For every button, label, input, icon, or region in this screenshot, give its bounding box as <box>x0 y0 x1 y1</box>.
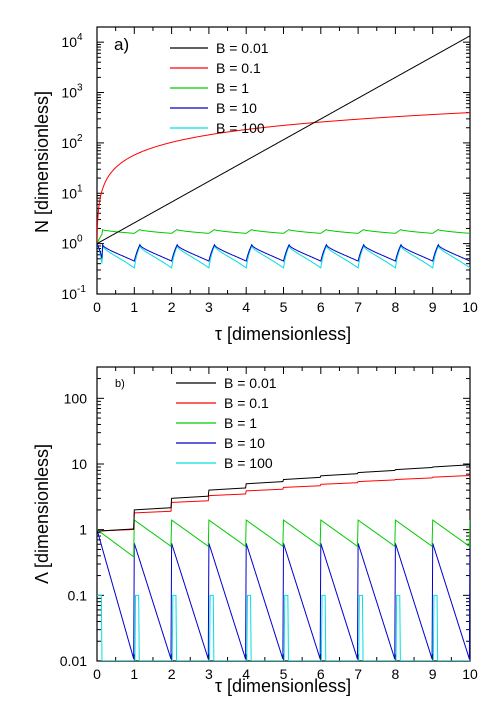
y-tick-label: 10 <box>61 34 77 50</box>
y-tick-label: 0.01 <box>60 653 87 669</box>
x-tick-label: 2 <box>168 666 176 682</box>
legend-label: B = 100 <box>216 120 265 136</box>
y-tick-exponent: 4 <box>77 32 83 43</box>
y-tick-label: 100 <box>64 390 88 406</box>
legend-label: B = 0.1 <box>224 395 269 411</box>
x-tick-label: 1 <box>130 666 138 682</box>
x-tick-label: 6 <box>317 666 325 682</box>
x-tick-label: 10 <box>462 666 478 682</box>
y-tick-label: 10 <box>71 456 87 472</box>
legend-label: B = 0.01 <box>216 40 269 56</box>
x-tick-label: 9 <box>429 299 437 315</box>
y-tick-label: 10 <box>61 286 77 302</box>
x-tick-label: 7 <box>354 666 362 682</box>
y-tick-label: 10 <box>61 236 77 252</box>
y-tick-exponent: 1 <box>77 183 83 194</box>
x-tick-label: 4 <box>242 299 250 315</box>
y-tick-label: 10 <box>61 185 77 201</box>
x-tick-label: 3 <box>205 299 213 315</box>
x-tick-label: 8 <box>392 299 400 315</box>
legend-label: B = 10 <box>216 100 257 116</box>
panel-b-y-axis-label: Λ [dimensionless] <box>32 444 52 584</box>
panel-b-legend: B = 0.01 B = 0.1 B = 1 B = 10 B = 100 <box>176 375 277 471</box>
panel-b-tag: b) <box>115 378 125 390</box>
x-tick-label: 0 <box>93 299 101 315</box>
series-line-b-100 <box>97 243 470 269</box>
y-tick-label: 1 <box>79 522 87 538</box>
x-tick-label: 5 <box>280 666 288 682</box>
legend-label: B = 0.1 <box>216 60 261 76</box>
panel-a-series <box>97 35 470 269</box>
x-tick-label: 3 <box>205 666 213 682</box>
panel-b-x-axis-label: τ [dimensionless] <box>215 676 351 696</box>
legend-label: B = 10 <box>224 435 265 451</box>
y-tick-exponent: 3 <box>77 83 83 94</box>
panel-b-ticks: 0 1 2 3 4 5 6 7 8 9 10 0.01 0.1 1 10 100 <box>60 366 478 682</box>
series-line-b-1 <box>97 519 470 558</box>
panel-a-y-axis-label: N [dimensionless] <box>32 91 52 233</box>
series-line-b-0-1 <box>97 112 470 244</box>
y-tick-label: 10 <box>61 135 77 151</box>
x-tick-label: 7 <box>354 299 362 315</box>
panel-a-x-axis-label: τ [dimensionless] <box>215 324 351 344</box>
y-tick-label: 0.1 <box>68 587 88 603</box>
x-tick-label: 2 <box>168 299 176 315</box>
series-line-b-10 <box>97 529 470 660</box>
x-tick-label: 1 <box>130 299 138 315</box>
series-line-b-10 <box>97 242 470 262</box>
y-tick-exponent: -1 <box>77 284 86 295</box>
x-tick-label: 6 <box>317 299 325 315</box>
series-line-b-0-01 <box>97 35 470 245</box>
x-tick-label: 4 <box>242 666 250 682</box>
panel-b-series <box>97 464 470 661</box>
legend-label: B = 1 <box>224 415 257 431</box>
legend-label: B = 1 <box>216 80 249 96</box>
x-tick-label: 10 <box>462 299 478 315</box>
y-tick-exponent: 0 <box>77 234 83 245</box>
x-tick-label: 0 <box>93 666 101 682</box>
panel-a-legend: B = 0.01 B = 0.1 B = 1 B = 10 B = 100 <box>170 40 269 136</box>
y-tick-exponent: 2 <box>77 133 83 144</box>
series-line-b-0-01 <box>97 464 470 532</box>
x-tick-label: 9 <box>429 666 437 682</box>
y-tick-label: 10 <box>61 85 77 101</box>
legend-label: B = 0.01 <box>224 375 277 391</box>
x-tick-label: 8 <box>392 666 400 682</box>
series-line-b-1 <box>97 228 470 244</box>
series-line-b-0-1 <box>97 475 470 532</box>
x-tick-label: 5 <box>280 299 288 315</box>
legend-label: B = 100 <box>224 455 273 471</box>
panel-a-tag: a) <box>114 35 129 54</box>
